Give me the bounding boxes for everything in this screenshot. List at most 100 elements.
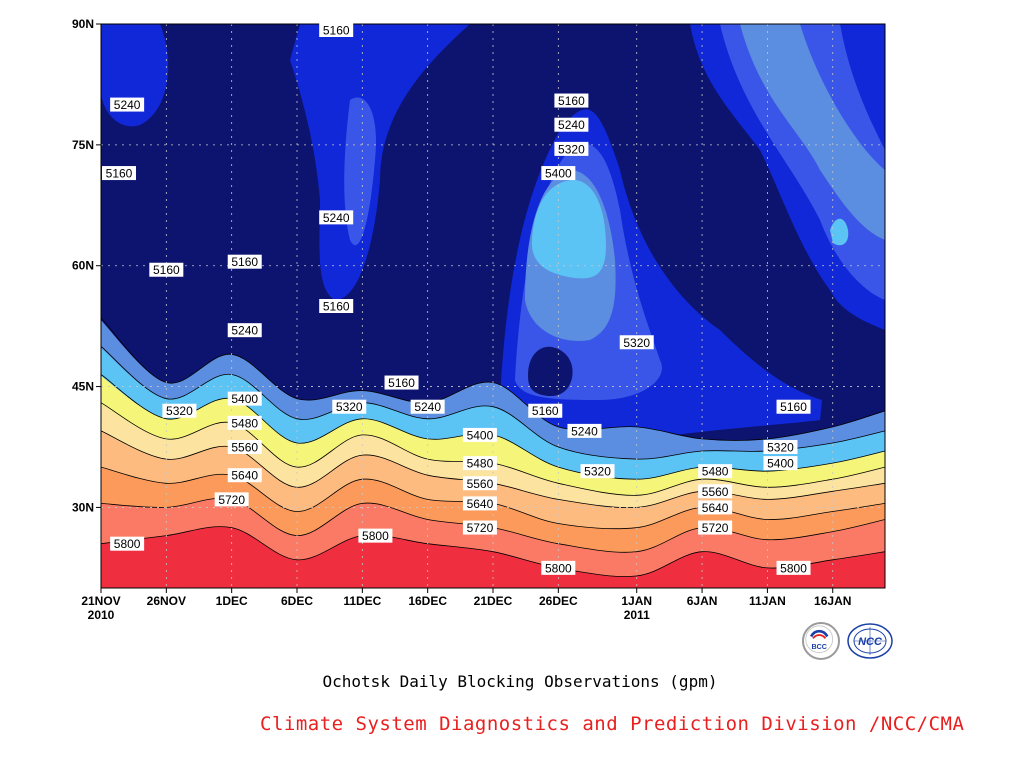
contour-label-text: 5160	[780, 400, 807, 414]
contour-label-text: 5160	[388, 376, 415, 390]
contour-label-box	[162, 403, 197, 418]
contour-label-5240: 5240	[567, 423, 602, 438]
x-tick-label: 6JAN	[687, 594, 718, 608]
contour-label-text: 5240	[323, 211, 350, 225]
contour-label-text: 5480	[702, 465, 729, 479]
contour-label-5160: 5160	[227, 254, 262, 269]
contour-label-box	[227, 440, 262, 454]
contour-label-5480: 5480	[462, 456, 497, 471]
contour-label-box	[528, 403, 563, 418]
contour-label-5240: 5240	[319, 210, 354, 225]
contour-label-text: 5320	[767, 441, 794, 455]
y-tick-label: 45N	[72, 380, 94, 394]
contour-label-5400: 5400	[462, 427, 497, 442]
contour-label-text: 5160	[153, 263, 180, 277]
contour-label-5320: 5320	[554, 141, 589, 156]
contour-label-box	[358, 528, 393, 543]
contour-label-text: 5400	[231, 392, 258, 406]
contour-label-5320: 5320	[332, 399, 367, 414]
contour-label-box	[462, 520, 497, 535]
contour-label-5640: 5640	[227, 468, 262, 483]
contour-label-text: 5160	[231, 255, 258, 269]
bcc-logo: BCC	[802, 622, 840, 660]
x-tick-label: 21DEC	[474, 594, 513, 608]
contour-label-box	[580, 464, 615, 479]
contour-label-box	[110, 536, 145, 551]
contour-label-5560: 5560	[227, 440, 262, 455]
contour-label-text: 5720	[218, 493, 245, 507]
contour-label-text: 5400	[767, 457, 794, 471]
contour-label-text: 5800	[114, 537, 141, 551]
contour-label-5480: 5480	[698, 464, 733, 479]
svg-text:BCC: BCC	[811, 643, 826, 651]
contour-label-text: 5320	[584, 465, 611, 479]
contour-label-5240: 5240	[110, 97, 145, 112]
contour-label-text: 5400	[545, 167, 572, 181]
contour-label-5320: 5320	[763, 440, 798, 455]
contour-label-box	[554, 141, 589, 156]
contour-label-box	[462, 476, 497, 491]
contour-label-5800: 5800	[541, 560, 576, 575]
contour-label-box	[227, 468, 262, 483]
contour-label-5400: 5400	[541, 166, 576, 181]
contour-label-5800: 5800	[776, 560, 811, 575]
contour-label-5160: 5160	[319, 23, 354, 38]
contour-label-box	[227, 415, 262, 430]
contour-label-text: 5640	[231, 469, 258, 483]
contour-label-text: 5560	[231, 441, 258, 455]
blob-5160-low-dec26	[528, 346, 573, 397]
y-tick-label: 60N	[72, 259, 94, 273]
contour-label-text: 5480	[231, 416, 258, 430]
contour-label-5240: 5240	[554, 117, 589, 132]
contour-label-5480: 5480	[227, 415, 262, 430]
bcc-logo-mark: BCC	[805, 625, 834, 654]
x-tick-label: 11JAN	[749, 594, 786, 608]
contour-label-text: 5800	[780, 561, 807, 575]
x-tick-label: 16DEC	[408, 594, 447, 608]
contour-label-box	[776, 560, 811, 575]
contour-line-5800	[101, 526, 885, 577]
contour-label-text: 5640	[467, 497, 494, 511]
contour-label-5160: 5160	[149, 262, 184, 277]
contour-label-box	[776, 399, 811, 414]
contour-label-text: 5160	[532, 404, 559, 418]
contour-label-text: 5240	[558, 118, 585, 132]
x-tick-label: 1JAN	[621, 594, 652, 608]
contour-label-text: 5640	[702, 501, 729, 515]
contour-label-5240: 5240	[227, 323, 262, 338]
contour-label-5560: 5560	[698, 484, 733, 499]
x-tick-label: 21NOV	[81, 594, 120, 608]
contour-label-5800: 5800	[110, 536, 145, 551]
contour-label-text: 5160	[106, 167, 133, 181]
contour-label-box	[698, 464, 733, 479]
band-above-5880	[182, 567, 261, 588]
contour-label-text: 5560	[702, 485, 729, 499]
contour-label-5320: 5320	[580, 464, 615, 479]
contour-label-box	[149, 262, 184, 277]
contour-label-box	[698, 500, 733, 515]
contour-label-box	[619, 335, 654, 350]
contour-label-5160: 5160	[102, 166, 136, 181]
contour-label-box	[319, 299, 354, 313]
blob-5400-crest-dec26	[531, 180, 606, 279]
contour-label-5640: 5640	[462, 496, 497, 511]
contour-label-5160: 5160	[554, 93, 589, 108]
contour-label-box	[462, 427, 497, 442]
contour-label-5640: 5640	[698, 500, 733, 515]
contour-label-text: 5320	[336, 400, 363, 414]
contour-label-5160: 5160	[384, 375, 419, 390]
contour-label-box	[319, 210, 354, 225]
contour-label-5320: 5320	[162, 403, 197, 418]
contour-label-text: 5160	[558, 94, 585, 108]
contour-label-box	[332, 399, 367, 414]
contour-label-5720: 5720	[214, 492, 249, 507]
blob-5400-northeast	[740, 24, 885, 240]
contour-label-text: 5240	[231, 324, 258, 338]
credit-line: Climate System Diagnostics and Predictio…	[260, 713, 965, 735]
contour-label-box	[214, 492, 249, 507]
y-tick-label: 75N	[72, 138, 94, 152]
x-tick-label: 6DEC	[281, 594, 313, 608]
contour-label-5160: 5160	[776, 399, 811, 414]
x-tick-year: 2010	[88, 608, 115, 622]
x-tick-label: 26NOV	[147, 594, 186, 608]
